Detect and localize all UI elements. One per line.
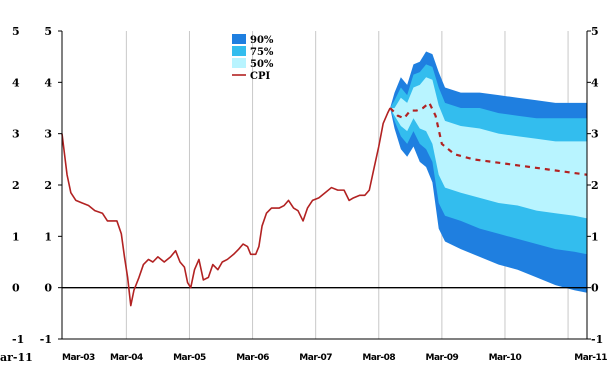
outer-y-tick: 1: [12, 230, 20, 243]
legend-label-75pct: 75%: [250, 47, 274, 58]
outer-y-tick: -1: [12, 333, 24, 346]
cpi-series-group: [61, 101, 588, 307]
x-tick-Mar-09: Mar-09: [426, 353, 459, 363]
y-tick-left: 2: [44, 179, 52, 192]
y-tick-left: 0: [44, 282, 52, 295]
outer-y-tick: 2: [12, 179, 20, 192]
y-tick-left: 1: [44, 230, 52, 243]
y-tick-right: 4: [591, 76, 599, 89]
outer-y-tick: 0: [12, 282, 20, 295]
legend: 90%75%50%CPI: [232, 34, 274, 82]
x-tick-Mar-11: Mar-11: [574, 353, 607, 363]
y-tick-right: 2: [591, 179, 599, 192]
x-tick-Mar-04: Mar-04: [110, 353, 143, 363]
legend-label-90pct: 90%: [250, 35, 274, 46]
y-tick-right: 0: [591, 282, 599, 295]
fan-bands: [390, 51, 587, 293]
x-tick-Mar-03: Mar-03: [62, 353, 95, 363]
legend-swatch-90pct: [232, 34, 246, 44]
x-tick-Mar-06: Mar-06: [236, 353, 269, 363]
y-tick-right: 1: [591, 230, 599, 243]
y-tick-right: 3: [591, 128, 599, 141]
x-tick-Mar-05: Mar-05: [173, 353, 206, 363]
y-tick-labels: 5 5 5 4 4 4 3 3 3 2 2 2 1 1 1 0 0 0 -1 -1 -1: [12, 25, 603, 346]
x-tick-labels: ar-11 Mar-03 Mar-04 Mar-05 Mar-06 Mar-07 Mar-0…: [0, 351, 607, 364]
outer-y-tick: 5: [12, 25, 20, 38]
legend-swatch-75pct: [232, 46, 246, 56]
y-tick-right: 5: [591, 25, 599, 38]
x-tick-Mar-08: Mar-08: [362, 353, 395, 363]
fan-band-50pct: [390, 77, 587, 219]
legend-label-50pct: 50%: [250, 59, 274, 70]
legend-swatch-50pct: [232, 58, 246, 68]
y-tick-left: -1: [40, 333, 52, 346]
legend-label-cpi: CPI: [250, 71, 270, 82]
outer-y-tick: 4: [12, 76, 20, 89]
cpi-forecast-median: [389, 101, 588, 176]
x-tick-Mar-10: Mar-10: [489, 353, 522, 363]
cpi-line: [61, 107, 391, 307]
y-tick-left: 3: [44, 128, 52, 141]
y-tick-left: 5: [44, 25, 52, 38]
y-tick-right: -1: [591, 333, 603, 346]
outer-y-tick: 3: [12, 128, 20, 141]
x-tick-Mar-07: Mar-07: [299, 353, 332, 363]
left-edge-x-label: ar-11: [0, 351, 33, 364]
y-tick-left: 4: [44, 76, 52, 89]
